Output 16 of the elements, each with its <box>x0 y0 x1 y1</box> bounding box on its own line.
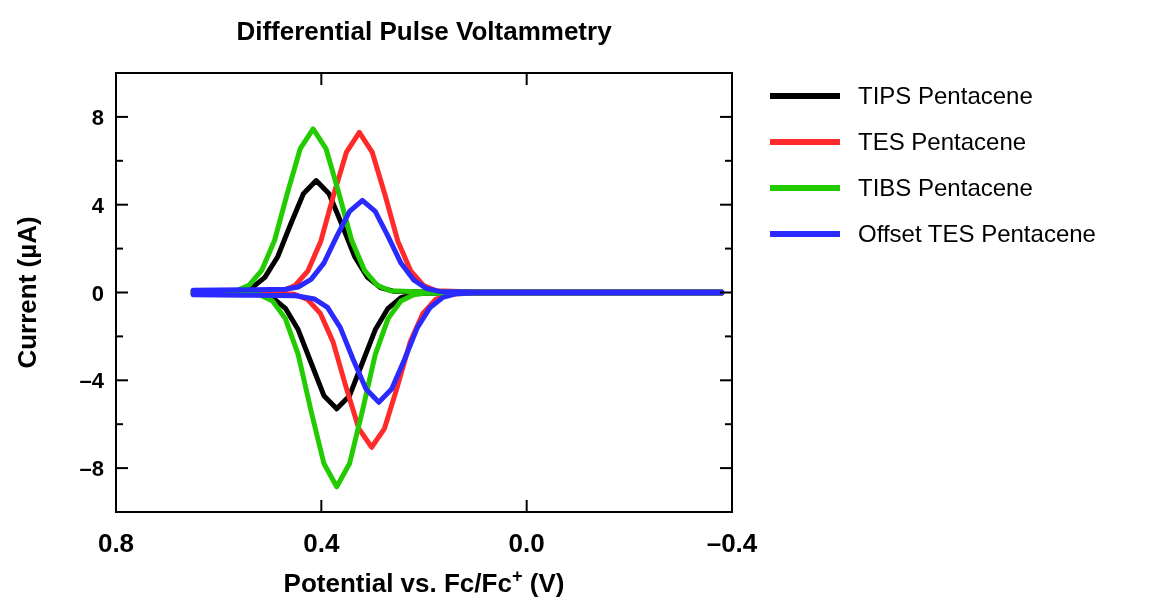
x-tick-label: 0.0 <box>508 528 545 558</box>
legend-label: TIPS Pentacene <box>858 82 1033 109</box>
y-tick-label: 0 <box>91 280 104 306</box>
legend-label: TES Pentacene <box>858 128 1027 155</box>
y-axis-title: Current (µA) <box>12 216 42 369</box>
chart-title: Differential Pulse Voltammetry <box>236 16 613 46</box>
y-tick-label: –8 <box>79 456 104 482</box>
x-tick-label: –0.4 <box>706 528 758 558</box>
x-axis-title: Potential vs. Fc/Fc$^{+}$ (V) <box>283 566 565 598</box>
y-tick-label: –4 <box>79 368 105 394</box>
x-tick-label: 0.4 <box>303 528 340 558</box>
legend-label: Offset TES Pentacene <box>858 220 1096 247</box>
y-tick-label: 8 <box>91 104 104 130</box>
x-tick-label: 0.8 <box>97 528 135 558</box>
y-tick-label: 4 <box>91 192 105 218</box>
legend-label: TIBS Pentacene <box>858 174 1033 201</box>
